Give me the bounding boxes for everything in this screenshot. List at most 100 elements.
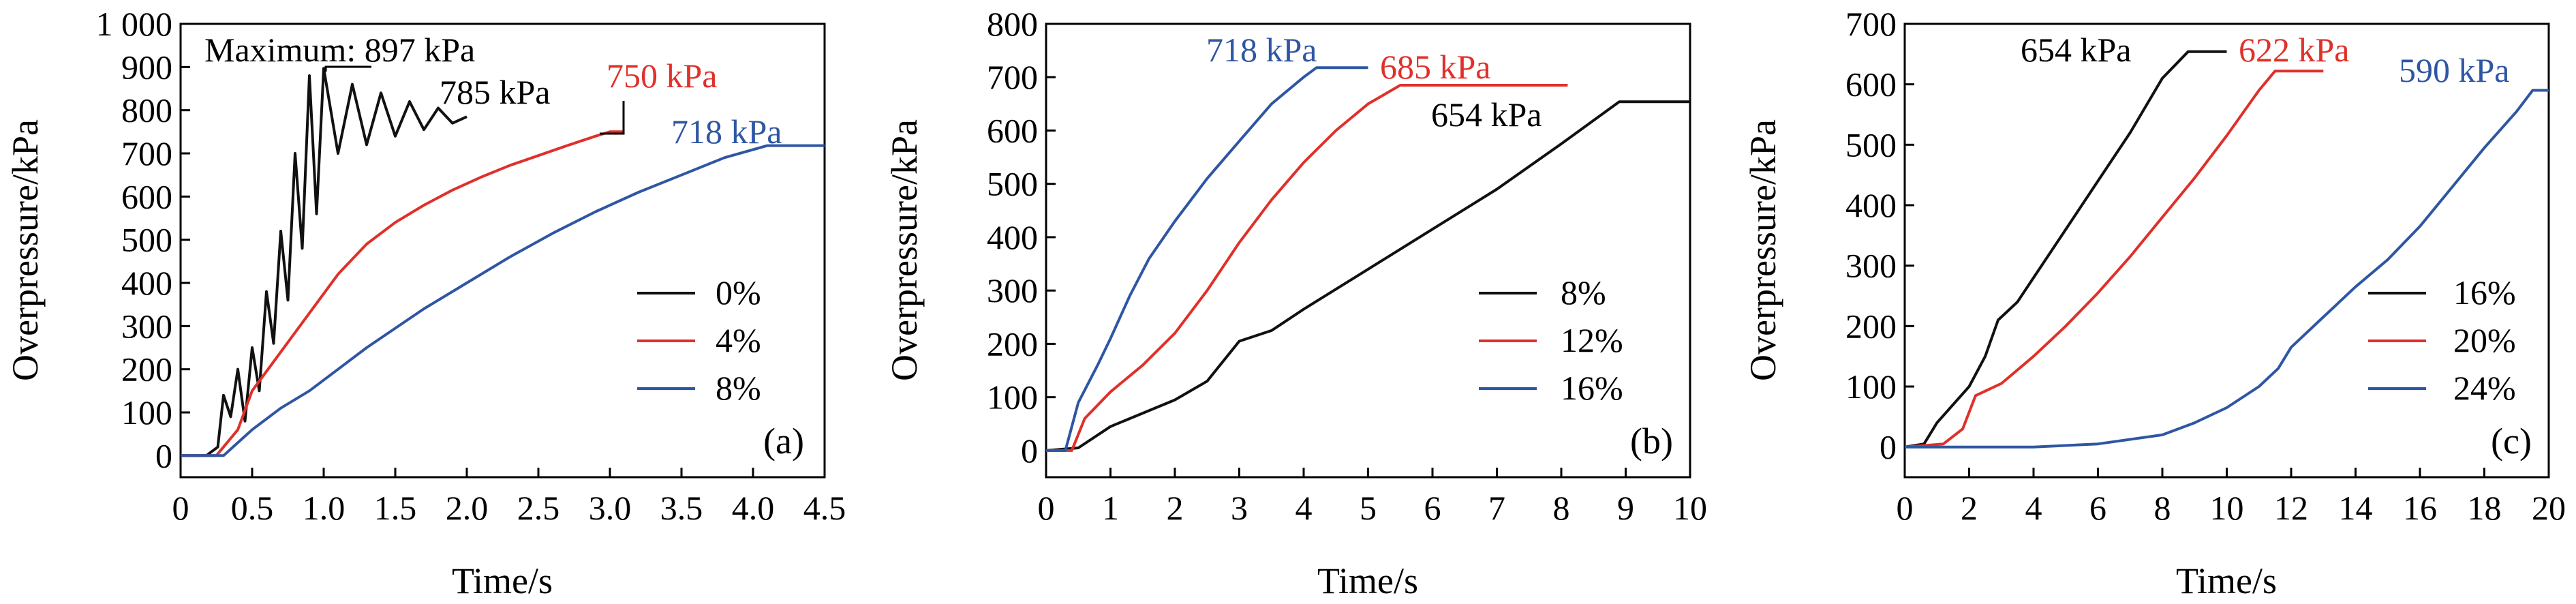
panel-c-x-ticks: 0 2 4 6 8 10 12 14 16 18 20 [1897,468,2566,527]
panel-a-maximum-annotation: Maximum: 897 kPa [204,31,475,69]
panel-c-y-tick-label-5: 500 [1845,125,1897,164]
panel-a-legend-label-8pct: 8% [716,369,761,407]
panel-b-legend-label-8pct: 8% [1561,273,1606,312]
panel-c-legend: 16% 20% 24% [2368,273,2516,407]
panel-b-y-tick-label-6: 600 [987,111,1038,149]
panel-a-y-tick-label-8: 800 [121,91,172,130]
panel-a-series-line-2 [181,144,825,457]
panel-b-y-tick-label-7: 700 [987,58,1038,96]
panel-c-series [1904,50,2549,449]
panel-a-series-line-1 [181,130,624,457]
panel-a-y-tick-label-0: 0 [155,436,172,474]
panel-c-x-tick-label-10: 20 [2532,489,2566,527]
panel-c-y-tick-label-4: 400 [1845,186,1897,224]
panel-c-annotation-24pct: 590 kPa [2399,51,2510,89]
panel-a-y-tick-label-7: 700 [121,134,172,172]
panel-b-x-tick-label-2: 2 [1167,489,1184,527]
panel-a-x-ticks: 0 0.5 1.0 1.5 2.0 2.5 3.0 3.5 4.0 4.5 [172,468,846,527]
panel-a-label: (a) [763,421,804,462]
panel-b-y-tick-label-4: 400 [987,218,1038,256]
panel-b-series [1045,66,1690,452]
panel-b: 0 1 2 3 4 5 6 7 8 9 10 0 100 200 300 400 500 600 700 800 T… [884,5,1707,601]
panel-a-x-tick-label-5: 2.5 [517,489,560,527]
panel-c-x-tick-label-8: 16 [2403,489,2437,527]
panel-a-x-tick-label-1: 0.5 [231,489,274,527]
panel-b-x-ticks: 0 1 2 3 4 5 6 7 8 9 10 [1038,468,1707,527]
panel-c-label: (c) [2491,421,2532,462]
panel-c-x-axis-label: Time/s [2176,560,2277,601]
panel-c-y-ticks: 0 100 200 300 400 500 600 700 [1845,5,1914,466]
panel-b-annotation-16pct: 718 kPa [1206,31,1317,69]
panel-a-x-tick-label-6: 3.0 [589,489,632,527]
panel-c-x-tick-label-3: 6 [2089,489,2106,527]
panel-b-x-tick-label-5: 5 [1360,489,1377,527]
panel-c-y-tick-label-0: 0 [1880,428,1897,466]
panel-a-y-axis-label: Overpressure/kPa [5,119,46,381]
panel-b-x-axis-label: Time/s [1317,560,1418,601]
panel-c-y-tick-label-3: 300 [1845,247,1897,285]
panel-a-series [181,67,825,457]
panel-a-y-tick-label-3: 300 [121,307,172,345]
panel-c-x-tick-label-5: 10 [2210,489,2244,527]
panel-c-series-line-0 [1904,50,2227,449]
panel-c-legend-label-16pct: 16% [2453,273,2516,312]
panel-c-legend-label-24pct: 24% [2453,369,2516,407]
panel-a-series-line-0 [181,67,467,457]
panel-c-y-axis-label: Overpressure/kPa [1743,119,1783,381]
panel-a-x-tick-label-8: 4.0 [732,489,775,527]
panel-a-x-tick-label-3: 1.5 [374,489,417,527]
panel-b-y-tick-label-8: 800 [987,5,1038,43]
panel-b-y-tick-label-2: 200 [987,324,1038,363]
panel-c-x-tick-label-0: 0 [1897,489,1914,527]
panel-b-y-tick-label-1: 100 [987,378,1038,417]
panel-c-y-tick-label-6: 600 [1845,65,1897,104]
panel-a-y-ticks: 0 100 200 300 400 500 600 700 800 900 1 000 [96,5,190,474]
panel-b-x-tick-label-3: 3 [1231,489,1248,527]
panel-a: 0 0.5 1.0 1.5 2.0 2.5 3.0 3.5 4.0 4.5 0 100 200 300 4… [5,5,846,601]
panel-c-x-tick-label-6: 12 [2274,489,2308,527]
panel-b-y-ticks: 0 100 200 300 400 500 600 700 800 [987,5,1056,470]
panel-c-y-tick-label-7: 700 [1845,5,1897,43]
panel-a-plot-frame [179,22,826,479]
panel-b-y-axis-label: Overpressure/kPa [884,119,925,381]
panel-b-x-tick-label-4: 4 [1295,489,1313,527]
panel-c-series-line-1 [1904,70,2324,449]
panel-b-y-tick-label-0: 0 [1021,432,1038,470]
panel-a-y-tick-label-9: 900 [121,48,172,86]
panel-b-annotation-12pct: 685 kPa [1380,48,1491,86]
panel-a-legend: 0% 4% 8% [637,273,761,407]
panel-c-x-tick-label-1: 2 [1961,489,1978,527]
panel-c-y-tick-label-1: 100 [1845,367,1897,406]
panel-b-x-tick-label-6: 6 [1424,489,1441,527]
panel-a-y-tick-label-5: 500 [121,221,172,259]
panel-b-series-line-1 [1046,84,1568,452]
panel-b-plot-frame [1045,22,1691,479]
panel-b-series-line-0 [1045,100,1690,452]
panel-a-y-tick-label-1: 100 [121,393,172,432]
panel-a-maximum-leader [324,65,371,72]
panel-b-x-tick-label-1: 1 [1102,489,1119,527]
panel-c-x-tick-label-7: 14 [2339,489,2373,527]
panel-b-legend: 8% 12% 16% [1479,273,1623,407]
panel-a-x-tick-label-7: 3.5 [660,489,703,527]
panel-b-series-line-2 [1046,66,1368,452]
panel-c-legend-label-20pct: 20% [2453,321,2516,359]
panel-c-x-tick-label-4: 8 [2154,489,2171,527]
panel-c-x-tick-label-2: 4 [2025,489,2042,527]
panel-a-x-axis-label: Time/s [452,560,553,601]
panel-c-series-line-2 [1905,89,2549,449]
panel-b-legend-label-16pct: 16% [1561,369,1623,407]
panel-a-x-tick-label-4: 2.0 [446,489,489,527]
panel-b-label: (b) [1630,421,1673,462]
panel-b-annotation-8pct: 654 kPa [1431,95,1542,134]
panel-b-x-tick-label-8: 8 [1553,489,1570,527]
panel-a-annotation-4pct-leader [600,101,625,135]
panel-a-y-tick-label-2: 200 [121,350,172,389]
panel-c-plot-frame [1903,22,2550,479]
panel-a-annotation-4pct: 750 kPa [607,57,718,95]
panel-b-legend-label-12pct: 12% [1561,321,1623,359]
panel-b-x-tick-label-7: 7 [1488,489,1505,527]
panel-a-y-tick-label-10: 1 000 [96,5,173,43]
panel-b-y-tick-label-5: 500 [987,165,1038,203]
panel-b-x-tick-label-10: 10 [1673,489,1707,527]
